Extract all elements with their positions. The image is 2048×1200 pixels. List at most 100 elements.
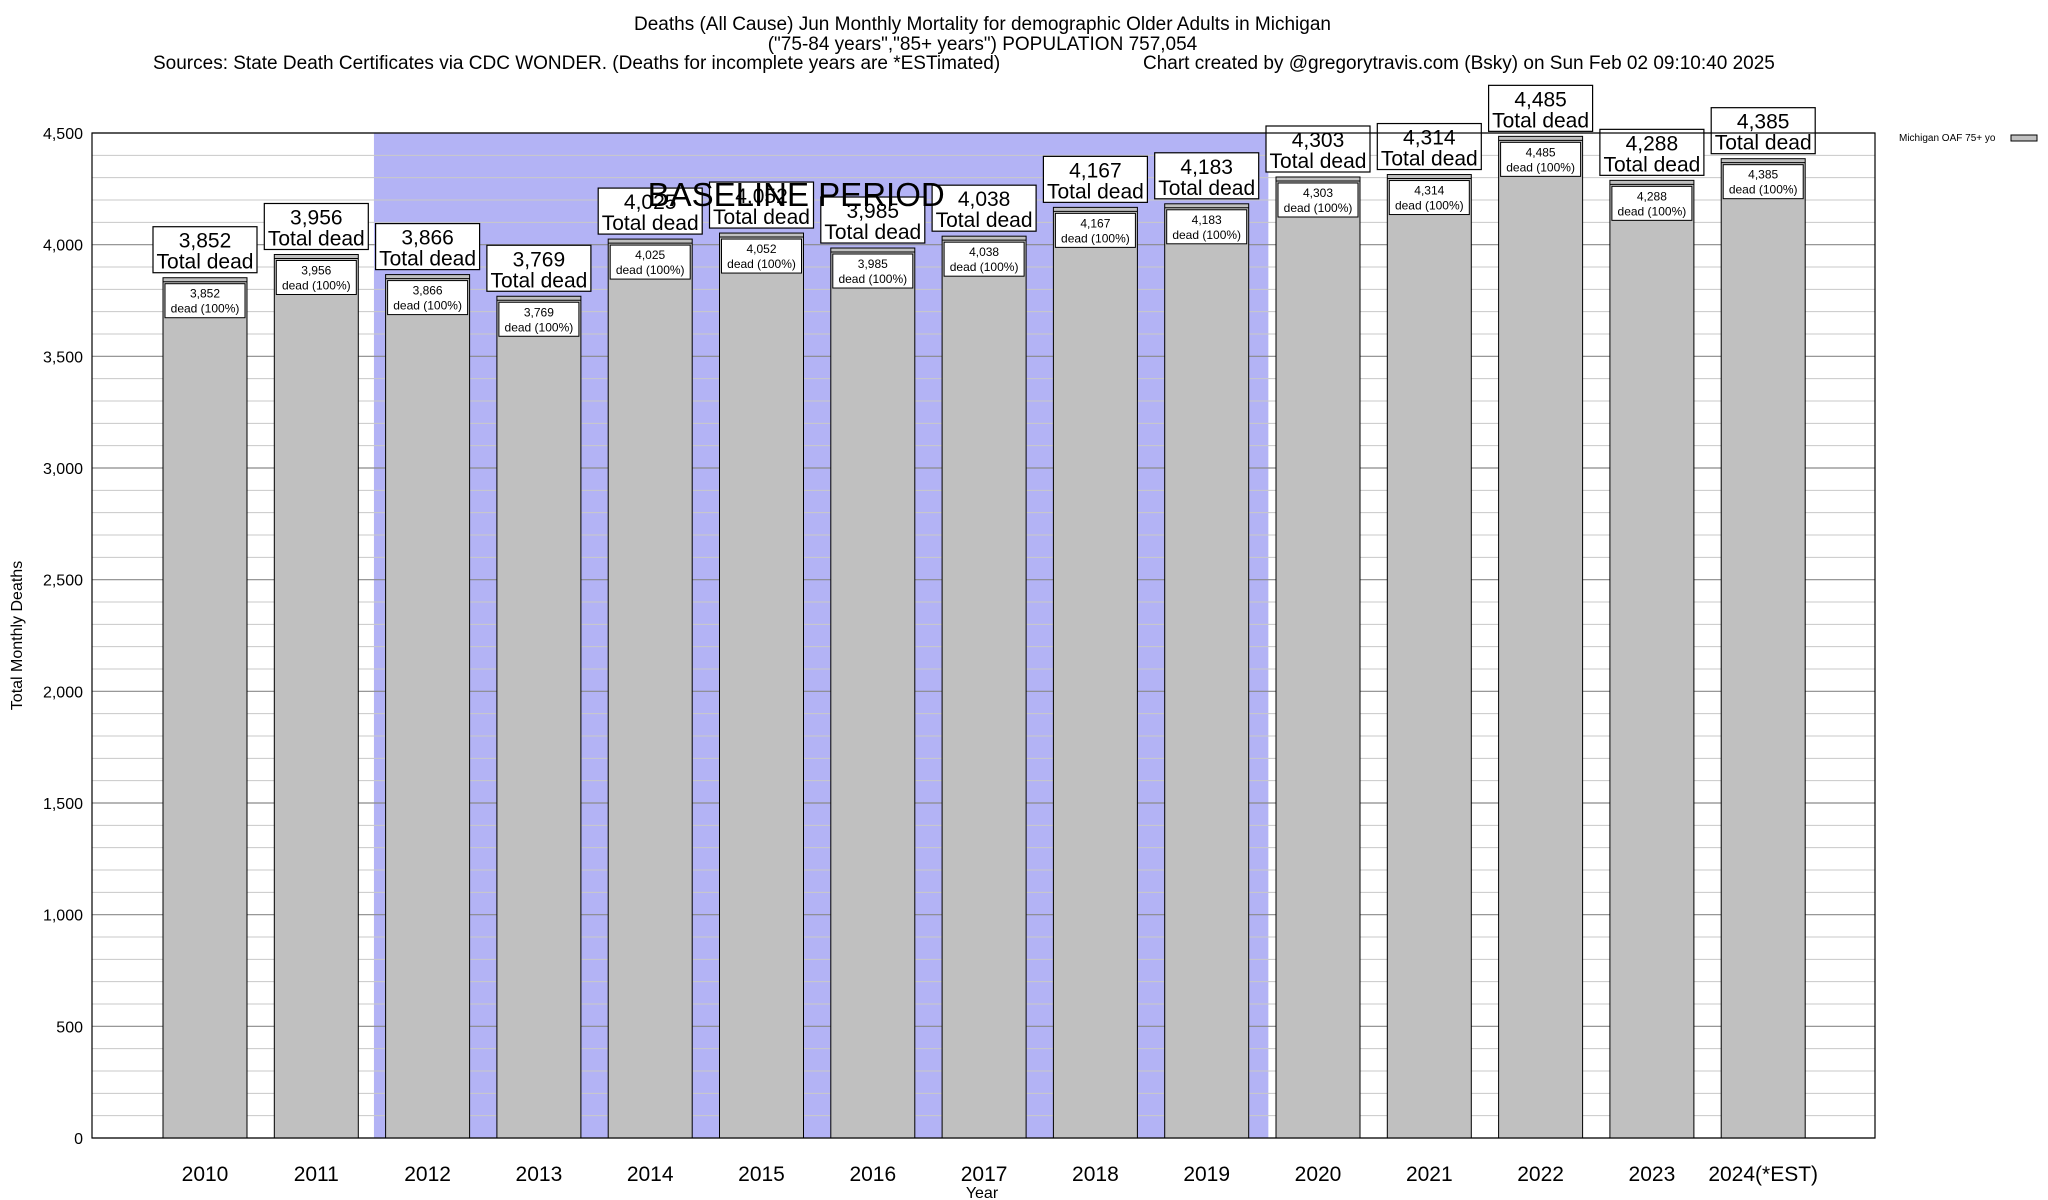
- top-total-label: Total dead: [379, 248, 476, 271]
- top-value-label: 4,052: [735, 185, 788, 208]
- inner-label-box: [832, 253, 914, 289]
- bar: [941, 235, 1027, 1139]
- inner-percent-label: dead (100%): [838, 272, 907, 286]
- bar: [496, 295, 582, 1139]
- x-tick-label: 2024(*EST): [1708, 1163, 1818, 1186]
- x-tick-label: 2021: [1406, 1163, 1453, 1186]
- bar: [1498, 135, 1584, 1139]
- inner-percent-label: dead (100%): [171, 302, 240, 316]
- inner-label-box: [1277, 182, 1359, 218]
- inner-percent-label: dead (100%): [393, 299, 462, 313]
- top-label-box: [486, 244, 592, 292]
- x-tick-label: 2023: [1629, 1163, 1676, 1186]
- inner-label-box: [387, 280, 469, 316]
- inner-label-box: [609, 244, 691, 280]
- bar: [1275, 176, 1361, 1139]
- inner-label-box: [164, 283, 246, 319]
- inner-percent-label: dead (100%): [727, 257, 796, 271]
- inner-percent-label: dead (100%): [1618, 204, 1687, 218]
- inner-label-box: [1388, 180, 1470, 216]
- top-label-box: [820, 196, 926, 244]
- top-value-label: 4,303: [1292, 129, 1345, 152]
- inner-value-label: 4,025: [635, 248, 665, 262]
- x-tick-label: 2019: [1183, 1163, 1230, 1186]
- inner-label-box: [1166, 209, 1248, 245]
- bar: [607, 238, 693, 1139]
- bar: [1052, 206, 1138, 1139]
- baseline-label: BASELINE PERIOD: [648, 176, 945, 213]
- top-total-label: Total dead: [824, 221, 921, 244]
- inner-value-label: 4,183: [1192, 213, 1222, 227]
- bar: [719, 232, 804, 1139]
- y-axis-label: Total Monthly Deaths: [9, 561, 26, 710]
- x-tick-label: 2020: [1295, 1163, 1342, 1186]
- inner-label-box: [1611, 185, 1693, 221]
- chart-subtitle: ("75-84 years","85+ years") POPULATION 7…: [767, 34, 1198, 55]
- inner-percent-label: dead (100%): [1284, 201, 1353, 215]
- y-tick-label: 2,000: [43, 684, 83, 701]
- top-total-label: Total dead: [1270, 150, 1367, 173]
- inner-value-label: 4,167: [1080, 216, 1110, 230]
- bar: [1164, 203, 1250, 1139]
- top-label-box: [1599, 128, 1705, 176]
- top-value-label: 4,183: [1180, 156, 1233, 179]
- plot-frame: [91, 132, 1876, 1139]
- y-tick-label: 1,500: [43, 796, 83, 813]
- inner-label-box: [721, 238, 802, 274]
- x-tick-label: 2022: [1517, 1163, 1564, 1186]
- legend-label: Michigan OAF 75+ yo: [1899, 133, 1996, 144]
- bar: [162, 277, 248, 1139]
- top-total-label: Total dead: [490, 269, 587, 292]
- inner-percent-label: dead (100%): [1172, 228, 1241, 242]
- bar: [385, 274, 471, 1139]
- top-label-box: [1710, 107, 1816, 155]
- x-tick-label: 2010: [182, 1163, 229, 1186]
- inner-label-box: [1722, 164, 1804, 200]
- inner-label-box: [1054, 212, 1136, 248]
- inner-percent-label: dead (100%): [616, 263, 685, 277]
- top-total-label: Total dead: [1715, 132, 1812, 155]
- top-total-label: Total dead: [713, 206, 810, 229]
- top-value-label: 3,852: [179, 230, 232, 253]
- top-label-box: [708, 181, 815, 229]
- top-value-label: 3,769: [513, 248, 566, 271]
- top-label-box: [1154, 152, 1260, 200]
- top-total-label: Total dead: [1381, 148, 1478, 171]
- inner-label-box: [275, 259, 357, 295]
- top-label-box: [375, 222, 481, 271]
- top-value-label: 4,025: [624, 191, 677, 214]
- top-label-box: [1487, 84, 1594, 132]
- x-tick-label: 2011: [294, 1163, 339, 1186]
- top-value-label: 4,314: [1403, 127, 1456, 150]
- y-tick-label: 500: [56, 1019, 83, 1036]
- y-tick-label: 4,000: [43, 238, 83, 255]
- top-total-label: Total dead: [1603, 153, 1700, 176]
- inner-value-label: 4,385: [1748, 168, 1778, 182]
- y-tick-label: 1,000: [43, 908, 83, 925]
- inner-value-label: 3,769: [524, 305, 554, 319]
- inner-value-label: 3,956: [301, 263, 331, 277]
- inner-value-label: 3,866: [413, 284, 443, 298]
- top-total-label: Total dead: [1158, 177, 1255, 200]
- top-total-label: Total dead: [157, 251, 254, 274]
- top-value-label: 4,485: [1514, 88, 1567, 111]
- top-value-label: 4,288: [1626, 132, 1679, 155]
- y-tick-label: 2,500: [43, 573, 83, 590]
- bar: [1720, 158, 1806, 1139]
- inner-value-label: 3,852: [190, 287, 220, 301]
- bar: [1609, 179, 1695, 1139]
- inner-label-box: [1500, 141, 1582, 177]
- top-total-label: Total dead: [602, 212, 699, 235]
- inner-percent-label: dead (100%): [950, 260, 1019, 274]
- top-label-box: [597, 187, 703, 235]
- inner-percent-label: dead (100%): [282, 278, 351, 292]
- chart-credit: Chart created by @gregorytravis.com (Bsk…: [1143, 53, 1775, 74]
- top-total-label: Total dead: [1492, 109, 1589, 132]
- x-tick-label: 2017: [961, 1163, 1008, 1186]
- bar: [273, 253, 359, 1139]
- top-total-label: Total dead: [936, 209, 1033, 232]
- top-label-box: [263, 202, 369, 251]
- inner-value-label: 4,314: [1414, 184, 1444, 198]
- y-tick-label: 3,500: [43, 349, 83, 366]
